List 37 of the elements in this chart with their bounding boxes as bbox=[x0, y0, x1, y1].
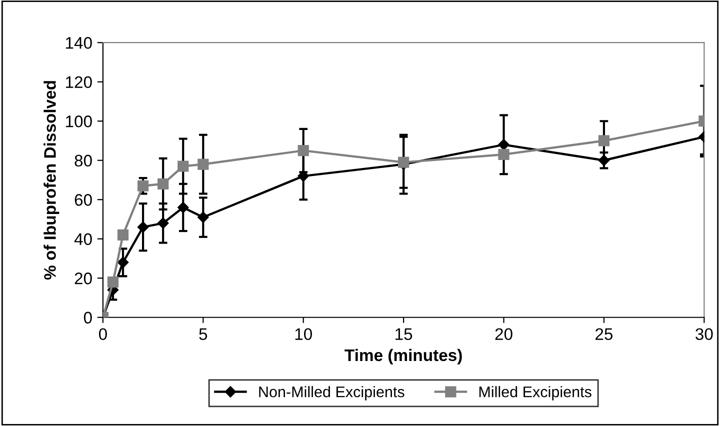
point bbox=[157, 218, 169, 229]
point bbox=[107, 276, 119, 288]
point bbox=[398, 156, 410, 168]
x-tick-label: 0 bbox=[98, 328, 107, 340]
point bbox=[298, 144, 309, 156]
point bbox=[498, 139, 510, 150]
y-tick-label: 0 bbox=[84, 312, 92, 324]
point bbox=[178, 160, 189, 172]
point bbox=[298, 170, 309, 182]
x-axis-title: Time (minutes) bbox=[344, 348, 462, 364]
point bbox=[598, 154, 610, 166]
x-tick-label: 10 bbox=[295, 328, 312, 340]
point bbox=[598, 135, 610, 146]
point bbox=[498, 148, 510, 160]
point bbox=[117, 256, 129, 268]
y-axis-title: % of Ibuprofen Dissolved bbox=[44, 81, 60, 280]
y-tick-label: 100 bbox=[66, 116, 92, 128]
legend-label: Non-Milled Excipients bbox=[259, 386, 404, 400]
y-tick-label: 20 bbox=[74, 272, 92, 284]
y-tick-label: 80 bbox=[74, 154, 92, 167]
x-tick-label: 20 bbox=[495, 328, 512, 340]
legend-label: Milled Excipients bbox=[479, 386, 592, 400]
x-tick-label: 25 bbox=[596, 328, 613, 340]
point bbox=[158, 178, 169, 190]
x-tick-label: 5 bbox=[199, 328, 208, 340]
y-tick-label: 60 bbox=[74, 194, 92, 206]
point bbox=[198, 158, 209, 170]
x-tick-label: 15 bbox=[396, 328, 412, 340]
point bbox=[198, 212, 209, 223]
point bbox=[137, 180, 149, 192]
point bbox=[117, 229, 129, 240]
y-tick-label: 40 bbox=[74, 233, 92, 246]
y-tick-label: 140 bbox=[66, 37, 92, 49]
point bbox=[137, 221, 149, 233]
y-tick-label: 120 bbox=[66, 76, 92, 88]
x-tick-label: 30 bbox=[696, 328, 713, 340]
point bbox=[178, 202, 189, 214]
